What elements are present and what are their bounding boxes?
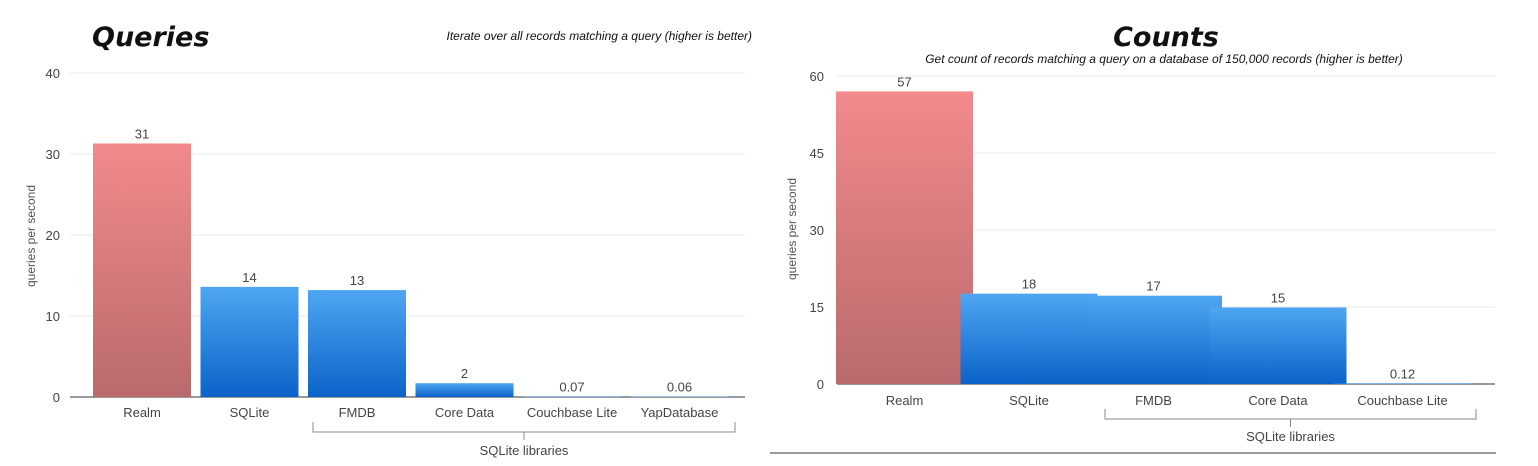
- counts-y-tick-label: 45: [810, 146, 824, 161]
- queries-bar-sqlite: [200, 286, 299, 397]
- counts-data-label: 57: [897, 74, 911, 89]
- counts-bar-fmdb: [1085, 295, 1222, 384]
- queries-bar-couchbase-lite: [523, 396, 621, 397]
- counts-bar-sqlite: [960, 293, 1098, 384]
- counts-data-label: 17: [1146, 279, 1160, 294]
- counts-category-label: Realm: [886, 393, 924, 408]
- queries-data-label: 0.06: [667, 380, 692, 395]
- counts-data-label: 18: [1022, 277, 1036, 292]
- queries-data-label: 0.07: [559, 379, 584, 394]
- counts-data-label: 15: [1271, 291, 1285, 306]
- counts-bar-couchbase-lite: [1334, 383, 1471, 384]
- queries-category-label: Core Data: [435, 405, 495, 420]
- counts-category-label: FMDB: [1135, 393, 1172, 408]
- queries-chart-title: Queries: [92, 22, 209, 53]
- queries-y-tick-label: 10: [46, 309, 60, 324]
- queries-chart: Queries Iterate over all records matchin…: [24, 22, 752, 458]
- queries-bar-fmdb: [308, 290, 406, 397]
- queries-y-tick-label: 20: [46, 228, 60, 243]
- queries-category-label: FMDB: [339, 405, 376, 420]
- queries-y-tick-label: 30: [46, 147, 60, 162]
- counts-bar-realm: [836, 91, 973, 385]
- queries-category-label: Couchbase Lite: [527, 405, 617, 420]
- queries-data-label: 31: [135, 126, 149, 141]
- queries-chart-subtitle: Iterate over all records matching a quer…: [447, 29, 752, 43]
- counts-y-tick-label: 15: [810, 300, 824, 315]
- counts-group-bracket: [1104, 409, 1477, 420]
- queries-y-axis-label: queries per second: [24, 185, 38, 287]
- queries-bar-realm: [93, 143, 191, 397]
- counts-y-tick-label: 60: [810, 69, 824, 84]
- counts-y-tick-label: 0: [817, 377, 824, 392]
- counts-category-label: SQLite: [1009, 393, 1049, 408]
- queries-bar-core-data: [415, 383, 514, 397]
- counts-chart-title: Counts: [1113, 22, 1219, 53]
- counts-data-label: 0.12: [1390, 366, 1415, 381]
- queries-y-tick-label: 0: [53, 390, 60, 405]
- counts-category-label: Couchbase Lite: [1357, 393, 1447, 408]
- queries-y-tick-label: 40: [46, 66, 60, 81]
- queries-data-label: 13: [350, 273, 364, 288]
- counts-chart: Counts Get count of records matching a q…: [770, 22, 1496, 454]
- counts-y-tick-label: 30: [810, 223, 824, 238]
- queries-group-label: SQLite libraries: [480, 443, 569, 458]
- counts-y-axis-label: queries per second: [785, 178, 799, 280]
- counts-group-label: SQLite libraries: [1246, 429, 1335, 444]
- counts-category-label: Core Data: [1248, 393, 1308, 408]
- queries-data-label: 14: [242, 270, 256, 285]
- queries-category-label: SQLite: [230, 405, 270, 420]
- queries-data-label: 2: [461, 366, 468, 381]
- queries-category-label: YapDatabase: [641, 405, 719, 420]
- counts-bar-core-data: [1209, 307, 1347, 384]
- queries-category-label: Realm: [123, 405, 161, 420]
- queries-group-bracket: [312, 422, 736, 433]
- counts-chart-subtitle: Get count of records matching a query on…: [925, 52, 1403, 66]
